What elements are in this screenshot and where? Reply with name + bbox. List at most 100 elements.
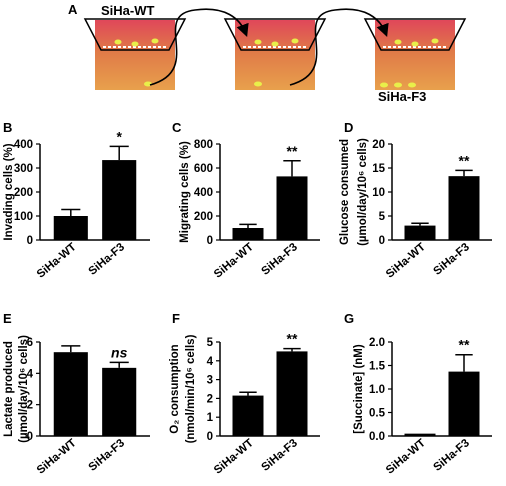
cell	[380, 82, 388, 88]
category-label: SiHa-WT	[35, 437, 79, 477]
insert-funnel	[223, 18, 327, 51]
transfer-arrow-1	[149, 8, 249, 86]
significance-label: *	[116, 128, 122, 144]
y-tick-label: 0	[207, 431, 213, 443]
schematic-label-start: SiHa-WT	[101, 3, 155, 18]
y-axis-label: [Succinate] (nM)	[353, 344, 365, 434]
significance-label: **	[287, 143, 298, 159]
y-tick-label: 1	[207, 412, 214, 424]
y-tick-label: 2	[27, 400, 33, 412]
y-tick-label: 1.5	[369, 361, 386, 373]
y-tick-label: 4	[207, 356, 214, 368]
bar-chart-e: E 0 2 4 6 Lactate produced (µmol/day/10⁶ cells…	[3, 311, 150, 477]
cell	[431, 38, 439, 44]
transwell-chamber	[363, 18, 467, 90]
category-label: SiHa-WT	[212, 241, 256, 281]
y-tick-label: 2.0	[369, 337, 385, 349]
y-tick-label: 600	[194, 163, 213, 175]
y-axis-label: Invading cells (%)	[3, 143, 15, 240]
cell	[291, 38, 299, 44]
category-label: SiHa-F3	[259, 437, 300, 474]
y-axis-label: O₂ consumption	[169, 344, 181, 433]
cell	[254, 39, 262, 45]
cell	[254, 81, 262, 87]
y-tick-label: 5	[207, 337, 214, 349]
y-axis-label-units: (µmol/day/10⁶ cells)	[357, 138, 369, 246]
bar	[102, 367, 137, 436]
y-tick-label: 20	[372, 139, 385, 151]
y-tick-label: 0	[207, 235, 213, 247]
y-axis-label-units: (nmol/min/10⁶ cells)	[185, 334, 197, 443]
y-tick-label: 0.0	[369, 431, 385, 443]
panel-letter-a: A	[68, 2, 78, 17]
insert-funnel	[363, 18, 467, 51]
panel-letter: B	[3, 120, 12, 135]
cell	[408, 82, 416, 88]
transwell-chamber	[223, 18, 327, 90]
cell	[151, 38, 159, 44]
chamber-well	[95, 20, 175, 90]
category-label: SiHa-F3	[87, 437, 128, 474]
y-tick-label: 200	[14, 187, 33, 199]
y-tick-label: 400	[14, 139, 33, 151]
cell	[144, 81, 152, 87]
bar	[53, 352, 88, 436]
bar	[448, 371, 480, 436]
y-tick-label: 4	[27, 368, 34, 380]
panel-letter: F	[172, 311, 180, 326]
bar	[232, 228, 264, 240]
transfer-arrow-2	[289, 8, 389, 86]
significance-label: **	[287, 331, 298, 347]
cell	[271, 41, 279, 47]
bar	[276, 176, 308, 240]
significance-label: **	[459, 152, 470, 168]
y-tick-label: 400	[194, 187, 213, 199]
panel-letter: G	[344, 311, 354, 326]
y-tick-label: 3	[207, 375, 213, 387]
category-label: SiHa-F3	[431, 437, 472, 474]
bar	[102, 160, 137, 240]
cell	[394, 39, 402, 45]
y-tick-label: 200	[194, 211, 213, 223]
y-tick-label: 0	[379, 235, 385, 247]
schematic-label-end: SiHa-F3	[378, 89, 426, 104]
chamber-well	[375, 20, 455, 90]
bar-chart-f: F 0 1 2 3 4 5 O₂ consumption (nmol/min/10⁶ cells…	[169, 311, 320, 477]
y-axis-label-units: (µmol/day/10⁶ cells)	[18, 335, 30, 443]
y-tick-label: 10	[372, 187, 385, 199]
panel-letter: C	[172, 120, 182, 135]
y-tick-label: 2	[207, 393, 213, 405]
bar	[404, 433, 436, 436]
bar	[53, 216, 88, 240]
bar	[404, 225, 436, 240]
cell	[411, 41, 419, 47]
category-label: SiHa-WT	[212, 437, 256, 477]
y-tick-label: 0	[27, 235, 33, 247]
bar	[448, 176, 480, 240]
y-tick-label: 5	[379, 211, 386, 223]
bar-chart-g: G 0.0 0.5 1.0 1.5 2.0 [Succinate] (nM) SiHa-WT *…	[344, 311, 492, 477]
y-tick-label: 0	[27, 431, 33, 443]
y-tick-label: 1.0	[369, 384, 385, 396]
y-tick-label: 0.5	[369, 408, 386, 420]
category-label: SiHa-WT	[35, 241, 79, 281]
significance-label: **	[459, 337, 470, 353]
y-tick-label: 800	[194, 139, 213, 151]
y-axis-label: Glucose consumed	[339, 139, 351, 245]
category-label: SiHa-WT	[384, 241, 428, 281]
bar	[276, 351, 308, 436]
category-label: SiHa-F3	[259, 241, 300, 278]
category-label: SiHa-F3	[431, 241, 472, 278]
y-tick-label: 15	[372, 163, 385, 175]
y-tick-label: 300	[14, 163, 33, 175]
bar	[232, 395, 264, 436]
cell	[131, 41, 139, 47]
category-label: SiHa-WT	[384, 437, 428, 477]
y-tick-label: 6	[27, 337, 33, 349]
cell	[394, 82, 402, 88]
cell	[114, 39, 122, 45]
significance-label: ns	[111, 344, 128, 360]
